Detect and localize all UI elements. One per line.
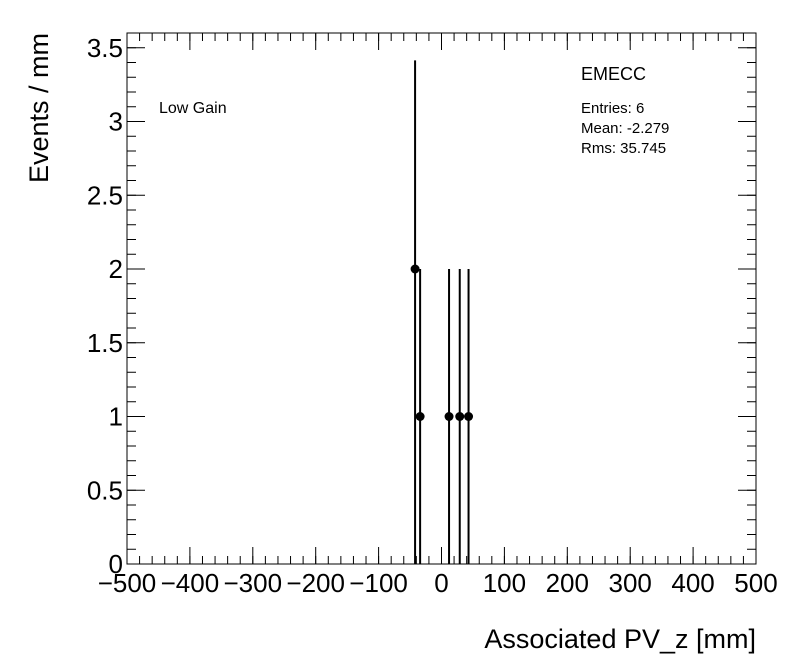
chart-title: EMECC bbox=[581, 64, 646, 84]
x-tick-label: −300 bbox=[224, 568, 283, 598]
y-tick-label: 3.5 bbox=[87, 33, 123, 63]
stats-rms: Rms: 35.745 bbox=[581, 140, 666, 157]
y-tick-label: 1.5 bbox=[87, 328, 123, 358]
y-tick-label: 3 bbox=[109, 107, 123, 137]
major-ticks bbox=[126, 33, 757, 565]
stats-mean: Mean: -2.279 bbox=[581, 120, 669, 137]
data-point bbox=[410, 264, 420, 274]
x-tick-label: −100 bbox=[349, 568, 408, 598]
y-tick-label: 2 bbox=[109, 254, 123, 284]
y-tick-label: 1 bbox=[109, 402, 123, 432]
x-tick-label: 0 bbox=[434, 568, 448, 598]
data-point bbox=[464, 412, 474, 421]
data-points bbox=[410, 60, 474, 564]
data-point bbox=[415, 412, 425, 421]
data-point bbox=[444, 412, 454, 421]
x-tick-label: 400 bbox=[671, 568, 714, 598]
x-tick-label: −200 bbox=[286, 568, 345, 598]
y-tick-label: 0 bbox=[109, 549, 123, 579]
x-tick-label: −400 bbox=[161, 568, 220, 598]
tick-labels: −500 −400 −300 −200 −100 0 100 200 300 400 500 0 0.5… bbox=[87, 33, 778, 598]
stats-entries: Entries: 6 bbox=[581, 100, 644, 117]
y-tick-label: 0.5 bbox=[87, 475, 123, 505]
x-tick-label: −500 bbox=[98, 568, 157, 598]
y-tick-label: 2.5 bbox=[87, 180, 123, 210]
data-point bbox=[455, 412, 465, 421]
gain-annotation: Low Gain bbox=[159, 100, 227, 117]
x-tick-label: 300 bbox=[609, 568, 652, 598]
x-tick-label: 500 bbox=[734, 568, 777, 598]
x-tick-label: 100 bbox=[483, 568, 526, 598]
x-axis-label: Associated PV_z [mm] bbox=[484, 624, 756, 654]
x-tick-label: 200 bbox=[546, 568, 589, 598]
y-axis-label: Events / mm bbox=[24, 33, 54, 183]
